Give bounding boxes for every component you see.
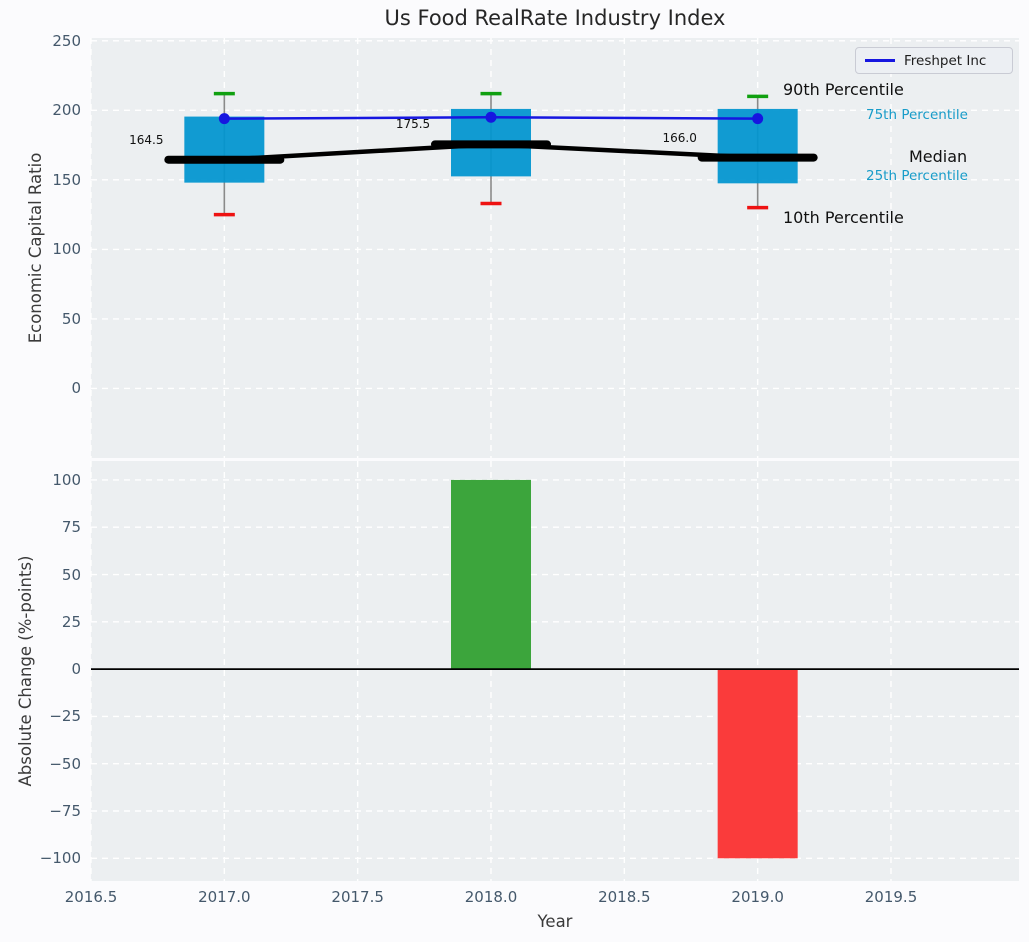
y-tick-label: −25 (49, 707, 81, 726)
boxplot-canvas (90, 38, 1019, 458)
bottom-axes (90, 461, 1019, 881)
y-tick-label: 25 (61, 612, 81, 631)
bar-chart-canvas (90, 461, 1019, 881)
median-value-label: 166.0 (662, 130, 697, 145)
y-tick-label: 250 (52, 31, 81, 50)
x-axis-label: Year (537, 912, 573, 931)
median-value-label: 175.5 (395, 117, 431, 132)
y-tick-label: −50 (49, 754, 81, 773)
company-marker (485, 111, 497, 123)
iqr-box (184, 116, 265, 183)
y-tick-label: −100 (39, 849, 81, 868)
y-tick-label: 0 (71, 660, 81, 679)
x-tick-label: 2019.5 (864, 888, 918, 906)
legend-line-icon (865, 59, 895, 62)
company-marker (752, 113, 764, 125)
annotation-median: Median (909, 147, 968, 166)
annotation-90th-percentile: 90th Percentile (783, 80, 904, 99)
x-tick-label: 2018.0 (464, 888, 518, 906)
x-tick-label: 2016.5 (64, 888, 118, 906)
legend-label: Freshpet Inc (904, 52, 987, 69)
annotation-25th-percentile: 25th Percentile (866, 168, 968, 184)
company-marker (218, 113, 230, 125)
top-y-axis-label: Economic Capital Ratio (26, 152, 45, 344)
y-tick-label: 150 (52, 170, 81, 189)
y-tick-label: 75 (61, 518, 81, 537)
bottom-y-axis-label: Absolute Change (%-points) (16, 555, 35, 787)
chart-title: Us Food RealRate Industry Index (384, 6, 726, 30)
x-tick-label: 2017.5 (331, 888, 384, 906)
y-tick-label: 50 (61, 309, 81, 328)
top-axes (90, 38, 1019, 458)
bar-positive-change (451, 479, 531, 670)
annotation-10th-percentile: 10th Percentile (783, 208, 904, 227)
legend: Freshpet Inc (855, 47, 1013, 74)
x-tick-label: 2017.0 (198, 888, 251, 906)
annotation-75th-percentile: 75th Percentile (866, 107, 968, 123)
y-tick-label: 200 (52, 101, 81, 120)
y-tick-label: 50 (61, 565, 81, 584)
x-tick-label: 2018.5 (598, 888, 651, 906)
x-tick-label: 2019.0 (731, 888, 784, 906)
y-tick-label: 100 (52, 240, 81, 259)
y-tick-label: −75 (49, 802, 81, 820)
bar-negative-change (717, 669, 798, 859)
median-value-label: 164.5 (129, 132, 164, 147)
y-tick-label: 0 (71, 379, 81, 398)
y-tick-label: 100 (52, 470, 81, 489)
